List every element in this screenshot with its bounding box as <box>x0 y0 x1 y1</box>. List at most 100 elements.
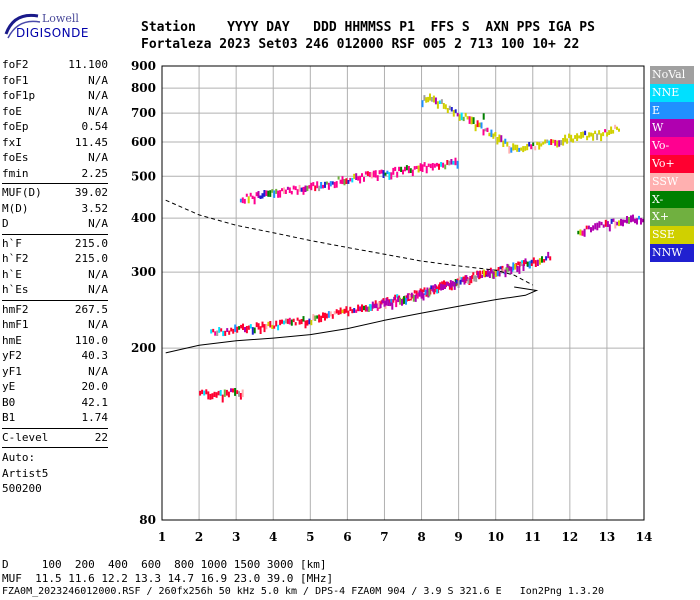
echo-point <box>405 297 407 305</box>
param-value: 2.25 <box>81 166 109 180</box>
echo-point <box>226 328 229 332</box>
echo-point <box>219 390 222 396</box>
echo-point <box>263 324 266 333</box>
echo-point <box>410 292 413 298</box>
param-row: C-level 22 <box>2 431 108 447</box>
echo-point <box>249 192 252 197</box>
param-value: N/A <box>88 89 108 102</box>
echo-point <box>618 220 620 227</box>
echo-point <box>466 116 469 120</box>
echo-point <box>310 320 313 326</box>
footer-muf-line: MUF 11.5 11.6 12.2 13.3 14.7 16.9 23.0 3… <box>2 572 334 585</box>
echo-point <box>600 221 603 226</box>
echo-point <box>339 179 342 184</box>
echo-point <box>616 126 618 130</box>
echo-point <box>536 141 539 146</box>
param-row: hmF1 N/A <box>2 318 108 334</box>
echo-point <box>373 304 376 309</box>
param-value: N/A <box>88 73 108 87</box>
echo-point <box>488 271 491 278</box>
echo-point <box>427 96 430 103</box>
echo-point <box>624 219 626 223</box>
param-row: h`F2 215.0 <box>2 252 108 268</box>
logo-lowell-text: Lowell <box>42 12 79 25</box>
echo-point <box>512 143 515 151</box>
echo-point <box>432 95 435 103</box>
echo-point <box>446 160 449 165</box>
logo-swoosh-icon <box>4 13 41 39</box>
echo-point <box>506 263 509 268</box>
echo-point <box>333 311 336 315</box>
param-divider <box>2 447 108 448</box>
echo-point <box>471 275 474 279</box>
echo-point <box>217 390 220 396</box>
param-key: hmE <box>2 333 22 347</box>
echo-point <box>580 132 583 139</box>
echo-point <box>341 309 344 314</box>
echo-point <box>541 256 543 263</box>
echo-point <box>251 195 254 199</box>
x-tick-label: 6 <box>343 530 351 544</box>
echo-point <box>556 140 559 148</box>
echo-point <box>306 320 309 326</box>
echo-point <box>413 166 416 170</box>
echo-point <box>393 296 396 301</box>
echo-point <box>275 320 278 327</box>
echo-point <box>364 171 367 175</box>
echo-point <box>288 187 291 193</box>
echo-point <box>544 139 547 144</box>
x-tick-label: 5 <box>306 530 314 544</box>
echo-point <box>508 146 511 154</box>
echo-point <box>230 388 232 393</box>
echo-point <box>310 182 313 191</box>
echo-point <box>583 228 586 237</box>
echo-point <box>213 391 216 397</box>
echo-point <box>510 147 513 153</box>
param-key: yF2 <box>2 349 22 362</box>
x-tick-label: 8 <box>417 530 425 544</box>
echo-point <box>478 122 481 128</box>
chart-tick-labels: 1 2 3 4 5 6 7 8 9 10 11 12 13 14802003004005006007008… <box>131 59 652 544</box>
echo-point <box>413 290 416 294</box>
echo-point <box>232 328 235 334</box>
echo-point <box>598 130 601 135</box>
echo-point <box>357 176 360 181</box>
param-row: M(D) 3.52 <box>2 202 108 218</box>
echo-point <box>550 139 553 145</box>
echo-point <box>518 266 521 274</box>
param-value: N/A <box>88 364 108 378</box>
param-row: hmF2 267.5 <box>2 303 108 319</box>
echo-point <box>367 306 370 312</box>
echo-point <box>384 172 387 176</box>
echo-point <box>504 269 507 278</box>
param-row: foF1p N/A <box>2 89 108 105</box>
echo-point <box>514 144 517 151</box>
echo-point <box>273 190 276 198</box>
echo-point <box>477 271 480 278</box>
y-tick-label: 800 <box>131 81 156 95</box>
echo-point <box>414 294 417 302</box>
echo-point <box>522 264 525 271</box>
echo-point <box>359 175 362 184</box>
echo-point <box>534 146 537 151</box>
echo-point <box>430 285 433 290</box>
echo-point <box>312 314 315 321</box>
echo-point <box>523 260 525 266</box>
echo-point <box>407 166 410 174</box>
param-value: 40.3 <box>81 349 109 362</box>
echo-point <box>600 133 603 142</box>
echo-point <box>581 230 584 236</box>
echo-point <box>325 313 328 319</box>
echo-point <box>568 133 571 139</box>
param-key: B0 <box>2 395 16 409</box>
echo-point <box>417 165 420 173</box>
chart-profile-lines <box>165 199 539 354</box>
echo-point <box>590 227 592 233</box>
echo-point <box>241 197 244 204</box>
echo-point <box>205 389 208 395</box>
x-tick-label: 12 <box>561 530 578 544</box>
echo-point <box>454 109 457 113</box>
echo-point <box>450 107 453 112</box>
echo-point <box>451 280 454 287</box>
echo-point <box>203 390 206 396</box>
